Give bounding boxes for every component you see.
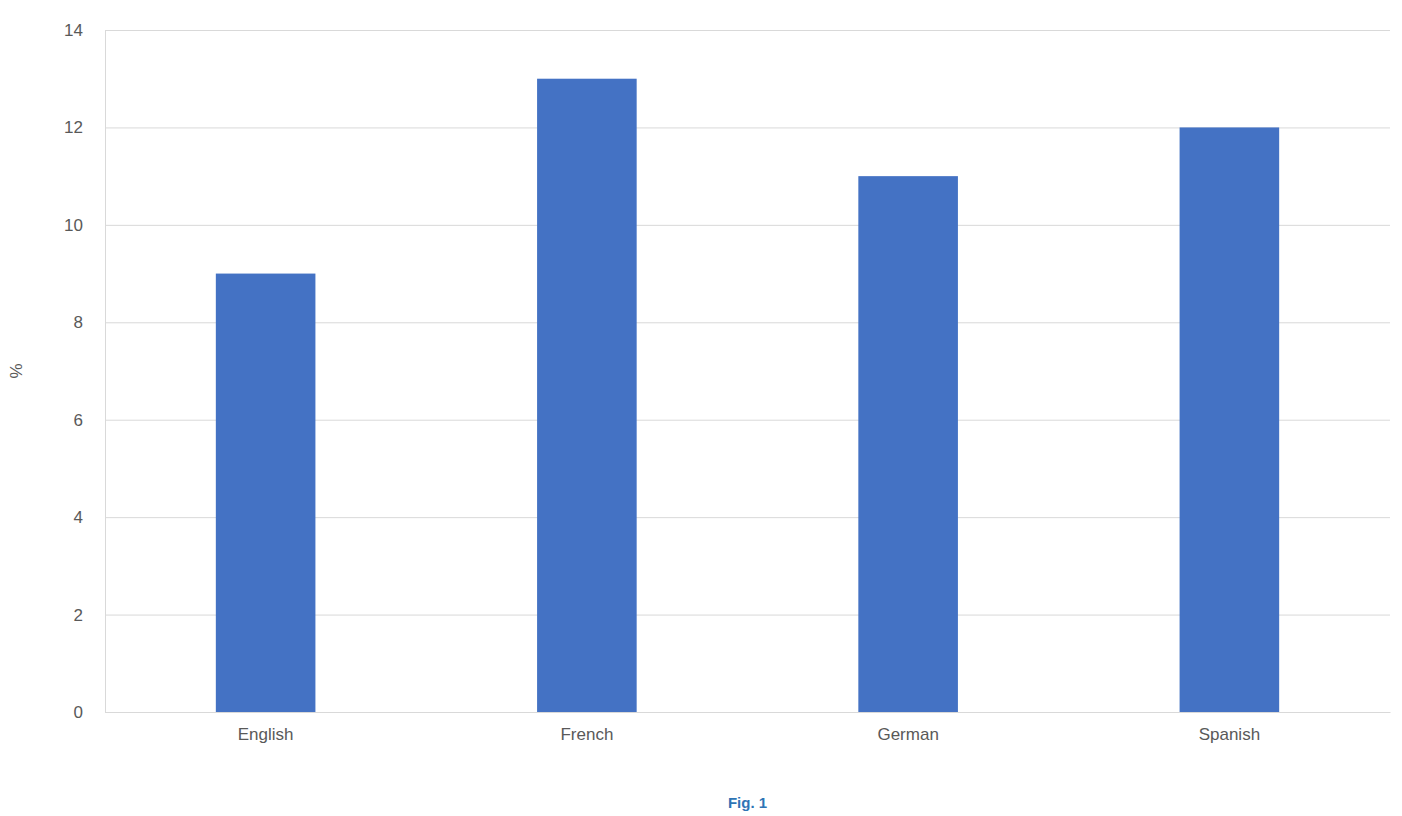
x-tick: French	[560, 712, 613, 744]
x-tick-label: French	[560, 725, 613, 744]
y-tick-label: 14	[64, 21, 83, 40]
x-tick: German	[877, 712, 938, 744]
bar	[858, 176, 958, 712]
y-tick-label: 8	[74, 313, 83, 332]
chart: 0 2 4 6 8 10 12 14 English French German Spanish% Fi…	[0, 0, 1402, 816]
y-tick-label: 6	[74, 411, 83, 430]
x-tick: Spanish	[1199, 712, 1260, 744]
y-tick-label: 0	[74, 703, 83, 722]
y-axis-title: %	[7, 363, 26, 378]
y-tick-label: 10	[64, 216, 83, 235]
bars	[216, 79, 1279, 712]
y-tick: 6	[74, 411, 105, 430]
x-tick-label: Spanish	[1199, 725, 1260, 744]
grid	[105, 31, 1390, 713]
y-axis-line	[105, 31, 106, 713]
y-tick-label: 12	[64, 118, 83, 137]
grid-line	[105, 712, 1390, 713]
y-tick: 2	[74, 606, 105, 625]
x-axis-line	[106, 712, 1391, 713]
bar	[216, 274, 316, 712]
y-tick-label: 4	[74, 508, 83, 527]
y-axis: 0 2 4 6 8 10 12 14	[64, 21, 105, 722]
grid-line	[105, 30, 1390, 31]
x-axis: English French German Spanish	[106, 712, 1391, 744]
y-tick: 14	[64, 21, 105, 40]
x-tick-label: English	[238, 725, 294, 744]
y-tick-label: 2	[74, 606, 83, 625]
bar	[1180, 127, 1280, 712]
y-tick: 12	[64, 118, 105, 137]
x-tick: English	[238, 712, 294, 744]
y-tick: 10	[64, 216, 105, 235]
y-tick: 8	[74, 313, 105, 332]
x-tick-label: German	[877, 725, 938, 744]
y-tick: 4	[74, 508, 105, 527]
y-tick: 0	[74, 703, 105, 722]
caption: Fig. 1	[728, 794, 767, 811]
bar	[537, 79, 637, 712]
